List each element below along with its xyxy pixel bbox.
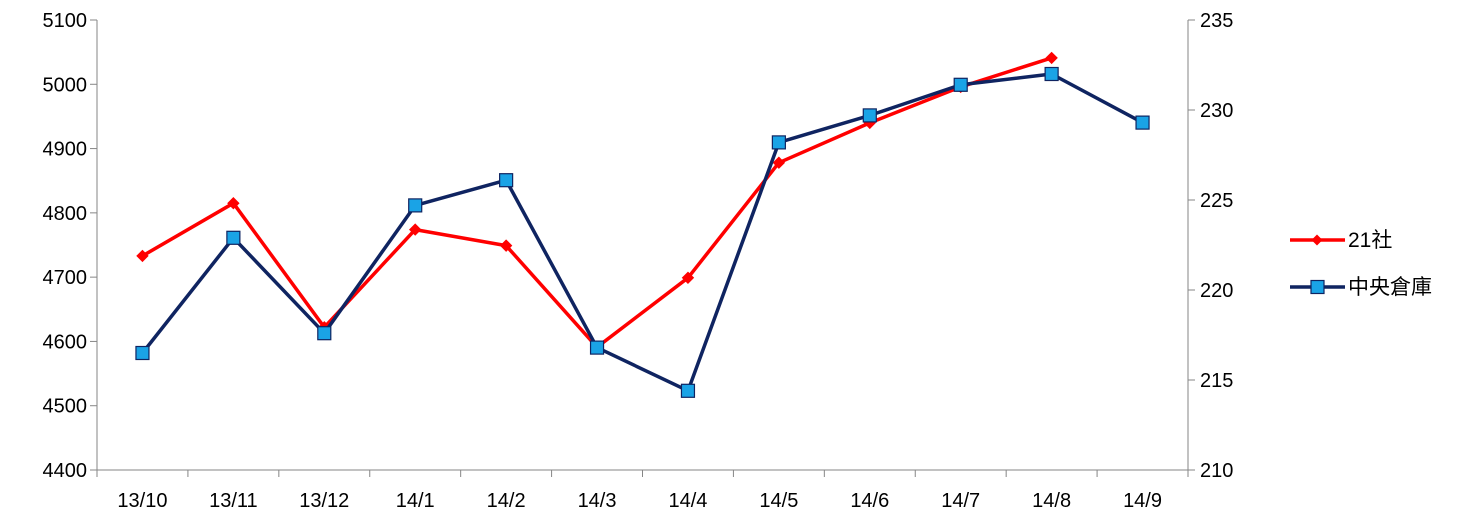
right-tick-label: 220 [1200, 280, 1233, 302]
x-tick-label: 14/7 [941, 490, 980, 512]
x-tick-label: 14/3 [578, 490, 617, 512]
x-tick-label: 13/11 [209, 490, 258, 512]
x-tick-label: 14/5 [759, 490, 798, 512]
series-1-point [409, 223, 422, 236]
right-tick-label: 215 [1200, 370, 1233, 392]
x-tick-label: 14/8 [1032, 490, 1071, 512]
series-2-point [226, 230, 241, 245]
series-2-point [408, 198, 423, 213]
legend-series-1-label: 21社 [1348, 229, 1392, 252]
series-2-point [862, 108, 877, 123]
series-2-point [135, 345, 150, 361]
x-tick-label: 14/1 [396, 490, 435, 512]
right-tick-label: 225 [1200, 190, 1233, 212]
right-tick-label: 235 [1200, 10, 1233, 32]
series-2-point [1135, 115, 1150, 130]
x-tick-label: 14/2 [487, 490, 526, 512]
series-2-point [1044, 66, 1059, 82]
series-2-line [141, 72, 1144, 393]
series-2-point [953, 77, 968, 92]
series-1-point [227, 197, 240, 210]
series-1-point [1045, 51, 1058, 65]
x-tick-label: 14/4 [668, 490, 707, 512]
series-2-point [771, 135, 786, 150]
x-axis-ticks: 13/10 13/11 13/12 14/1 14/2 14/3 14/4 14/5 14/6 1… [96, 470, 1189, 512]
series-1-point [136, 249, 149, 263]
left-tick-label: 4800 [43, 203, 88, 225]
left-tick-label: 5000 [43, 74, 88, 96]
series-1-point [499, 239, 513, 252]
left-tick-label: 4900 [43, 139, 88, 161]
right-y-axis-ticks: 210 215 220 225 230 235 [1188, 10, 1233, 482]
left-tick-label: 4500 [43, 396, 88, 418]
series-2-point [589, 340, 605, 355]
right-tick-label: 230 [1200, 100, 1233, 122]
x-tick-label: 14/9 [1123, 490, 1162, 512]
series-2-point [499, 173, 514, 188]
legend-series-2-marker [1310, 279, 1325, 295]
left-tick-label: 4400 [43, 460, 88, 482]
left-tick-label: 5100 [43, 10, 88, 32]
left-tick-label: 4700 [43, 267, 88, 289]
x-tick-label: 14/6 [850, 490, 889, 512]
series-1-point [772, 156, 786, 169]
left-tick-label: 4600 [43, 331, 88, 353]
series-1-point [681, 271, 695, 284]
x-tick-label: 13/12 [299, 490, 349, 512]
legend-series-1-marker [1311, 234, 1323, 246]
left-y-axis-ticks: 4400 4500 4600 4700 4800 4900 5000 5100 [43, 10, 97, 482]
legend-series-2-label: 中央倉庫 [1348, 276, 1432, 299]
series-2-point [317, 326, 332, 341]
x-tick-label: 13/10 [117, 490, 167, 512]
series-2-point [680, 383, 696, 398]
right-tick-label: 210 [1200, 460, 1233, 482]
series-layer [135, 51, 1150, 398]
